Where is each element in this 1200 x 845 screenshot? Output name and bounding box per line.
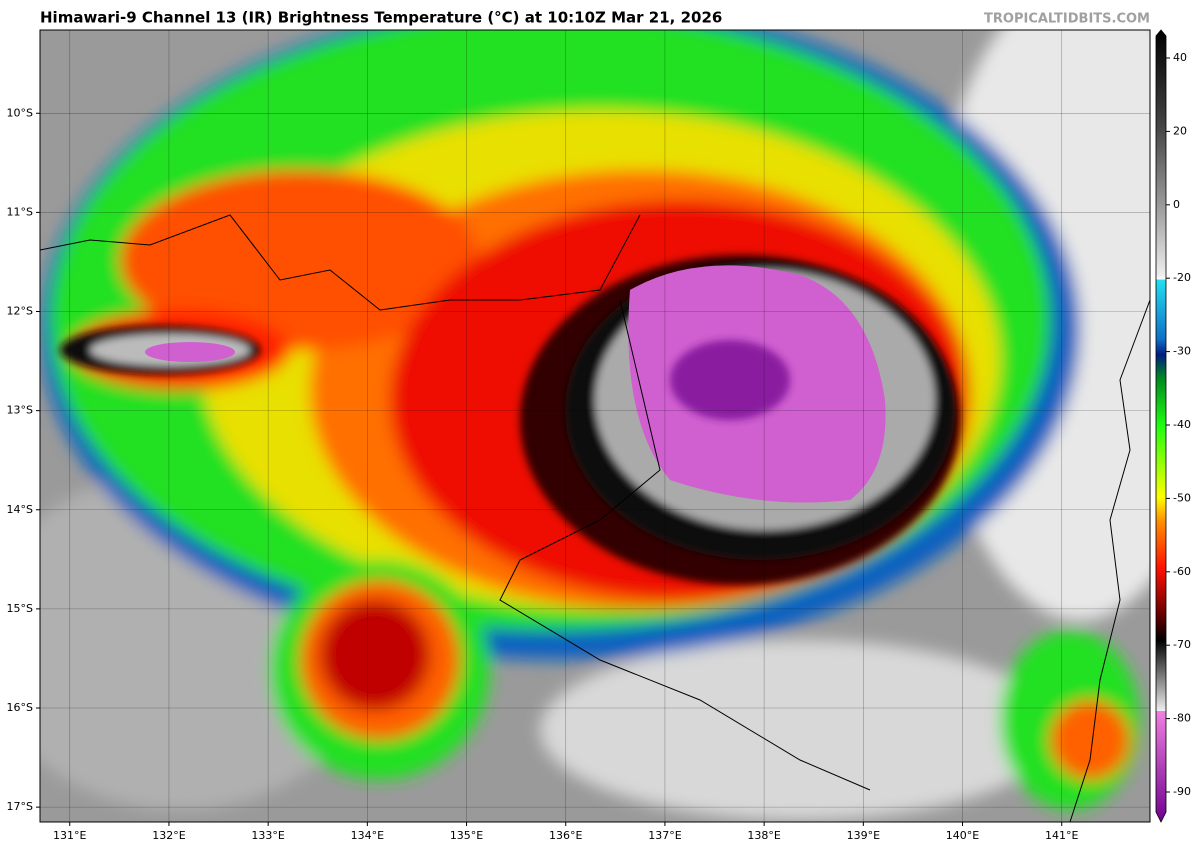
colorbar-tick-label: -50	[1173, 491, 1191, 504]
colorbar-tick-label: 20	[1173, 124, 1187, 137]
y-tick-label: 11°S	[7, 205, 33, 218]
colorbar-tick-label: -20	[1173, 271, 1191, 284]
colorbar	[1155, 29, 1167, 823]
satellite-image	[40, 30, 1150, 822]
y-tick-label: 12°S	[7, 305, 33, 318]
x-tick-label: 133°E	[251, 829, 284, 842]
y-tick-label: 17°S	[7, 800, 33, 813]
colorbar-tick-label: -90	[1173, 785, 1191, 798]
colorbar-ticks: 40 20 0 -20 -30 -40 -50 -60 -70 -80 -90	[1166, 51, 1191, 798]
y-tick-label: 15°S	[7, 602, 33, 615]
watermark: TROPICALTIDBITS.COM	[984, 12, 1150, 27]
colorbar-tick-label: -40	[1173, 418, 1191, 431]
x-tick-label: 134°E	[351, 829, 384, 842]
axes: 131°E 132°E 133°E 134°E 135°E 136°E 137°E 138°E…	[7, 30, 1150, 842]
colorbar-tick-label: -30	[1173, 345, 1191, 358]
x-tick-label: 132°E	[152, 829, 185, 842]
y-tick-label: 14°S	[7, 503, 33, 516]
x-tick-label: 135°E	[450, 829, 483, 842]
colorbar-tick-label: -80	[1173, 712, 1191, 725]
y-tick-label: 10°S	[7, 106, 33, 119]
colorbar-tick-label: 40	[1173, 51, 1187, 64]
colorbar-tick-label: 0	[1173, 198, 1180, 211]
colorbar-tick-label: -60	[1173, 565, 1191, 578]
x-tick-label: 136°E	[549, 829, 582, 842]
colorbar-tick-label: -70	[1173, 638, 1191, 651]
x-tick-label: 139°E	[847, 829, 880, 842]
x-tick-label: 138°E	[747, 829, 780, 842]
x-tick-label: 137°E	[648, 829, 681, 842]
map-frame	[39, 29, 1151, 823]
x-tick-label: 141°E	[1045, 829, 1078, 842]
x-tick-label: 131°E	[53, 829, 86, 842]
title: Himawari-9 Channel 13 (IR) Brightness Te…	[40, 9, 722, 27]
x-tick-label: 140°E	[946, 829, 979, 842]
y-tick-label: 13°S	[7, 404, 33, 417]
y-tick-label: 16°S	[7, 701, 33, 714]
